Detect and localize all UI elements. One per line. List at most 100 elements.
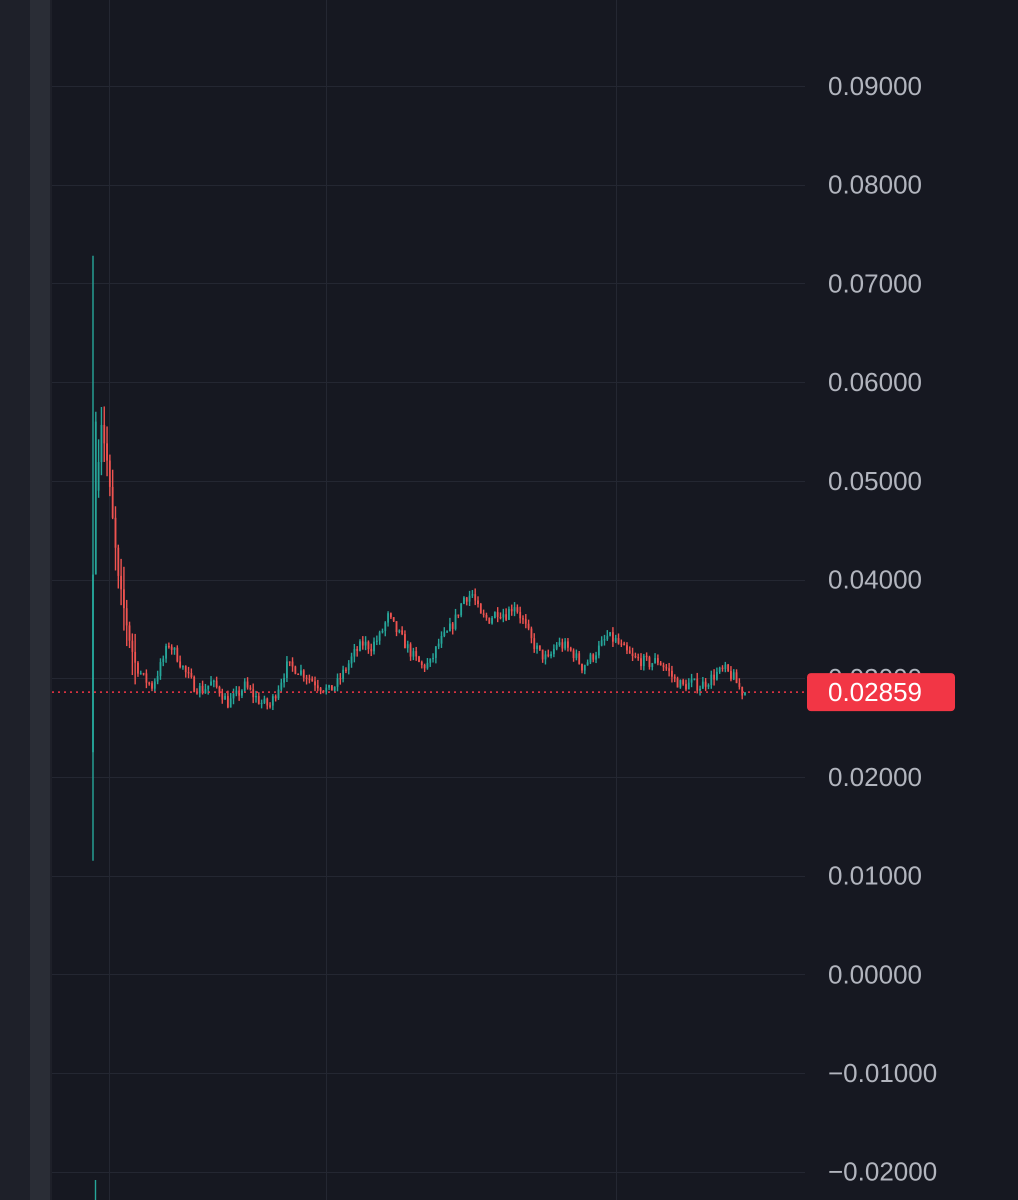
candle-body-72 bbox=[294, 666, 297, 674]
candle-body-93 bbox=[353, 648, 356, 657]
candle-body-78 bbox=[311, 678, 314, 682]
candle-200 bbox=[654, 653, 656, 664]
candle-body-76 bbox=[305, 677, 308, 679]
candle-body-25 bbox=[162, 658, 165, 663]
candle-173 bbox=[578, 651, 581, 665]
candle-body-149 bbox=[510, 609, 513, 612]
candle-body-191 bbox=[628, 650, 631, 654]
candle-180 bbox=[597, 640, 600, 659]
candle-body-217 bbox=[701, 681, 704, 689]
candle-body-112 bbox=[406, 644, 409, 649]
candle-body-183 bbox=[606, 635, 609, 640]
candle-body-165 bbox=[555, 645, 558, 649]
candle-body-200 bbox=[654, 658, 656, 664]
candle-body-223 bbox=[718, 667, 721, 672]
candle-142 bbox=[491, 616, 493, 625]
candle-body-188 bbox=[620, 643, 623, 645]
candle-204 bbox=[665, 664, 668, 671]
candle-160 bbox=[541, 649, 544, 663]
candle-85 bbox=[330, 685, 333, 691]
candle-62 bbox=[266, 697, 269, 710]
candle-body-201 bbox=[656, 658, 659, 663]
candle-body-110 bbox=[401, 630, 404, 635]
candle-body-55 bbox=[246, 681, 249, 688]
candle-body-199 bbox=[651, 663, 654, 667]
y-tick-label-5: 0.04000 bbox=[828, 565, 922, 595]
candle-body-46 bbox=[221, 693, 224, 700]
candle-122 bbox=[434, 646, 437, 664]
candle-body-87 bbox=[336, 678, 339, 687]
candle-body-192 bbox=[631, 653, 634, 657]
candle-51 bbox=[235, 686, 238, 697]
candle-49 bbox=[229, 693, 232, 708]
candle-71 bbox=[291, 657, 294, 672]
candle-190 bbox=[626, 642, 628, 655]
candle-205 bbox=[668, 662, 671, 677]
candle-201 bbox=[656, 654, 659, 666]
left-toolbar-scrollbar[interactable] bbox=[30, 0, 50, 1200]
candle-130 bbox=[457, 614, 460, 619]
candle-174 bbox=[581, 663, 583, 674]
candle-12 bbox=[125, 599, 128, 647]
candle-body-41 bbox=[207, 685, 210, 690]
candle-63 bbox=[269, 702, 271, 709]
candle-body-182 bbox=[603, 639, 606, 641]
y-tick-label-8: 0.01000 bbox=[828, 861, 922, 891]
candle-34 bbox=[187, 666, 190, 679]
candle-body-60 bbox=[260, 702, 263, 705]
candle-114 bbox=[412, 647, 415, 661]
left-toolbar-strip bbox=[0, 0, 52, 1200]
candle-body-170 bbox=[569, 647, 572, 651]
candle-body-24 bbox=[159, 662, 162, 677]
candle-92 bbox=[350, 652, 353, 668]
candle-body-64 bbox=[271, 696, 274, 706]
candle-138 bbox=[479, 602, 482, 614]
candle-body-47 bbox=[224, 696, 226, 700]
candle-215 bbox=[696, 672, 699, 694]
last-price-tag: 0.02859 bbox=[807, 673, 955, 712]
candle-body-143 bbox=[493, 612, 496, 619]
candle-body-98 bbox=[367, 641, 370, 650]
candle-35 bbox=[190, 668, 193, 679]
candle-body-61 bbox=[263, 698, 266, 703]
candle-193 bbox=[634, 652, 637, 659]
candle-body-128 bbox=[451, 623, 454, 629]
candle-191 bbox=[628, 646, 631, 654]
candle-body-203 bbox=[662, 665, 665, 668]
candle-body-63 bbox=[269, 705, 271, 707]
candle-body-114 bbox=[412, 651, 415, 657]
candle-body-137 bbox=[477, 600, 479, 604]
chart-grid bbox=[52, 0, 805, 1200]
candle-197 bbox=[645, 652, 648, 661]
candle-84 bbox=[328, 684, 330, 691]
candle-4 bbox=[103, 406, 106, 462]
candle-body-172 bbox=[575, 653, 578, 659]
candle-221 bbox=[713, 669, 715, 686]
candle-body-116 bbox=[418, 656, 420, 662]
candle-body-58 bbox=[255, 696, 257, 698]
candle-body-48 bbox=[226, 696, 229, 708]
candle-body-109 bbox=[398, 630, 401, 633]
candle-body-197 bbox=[645, 655, 648, 658]
candle-body-108 bbox=[395, 621, 398, 633]
candle-154 bbox=[524, 614, 527, 629]
candle-41 bbox=[207, 685, 210, 695]
candle-body-115 bbox=[415, 651, 418, 657]
candle-222 bbox=[715, 667, 718, 681]
candle-18 bbox=[142, 672, 145, 676]
price-axis[interactable]: 0.09000 0.08000 0.07000 0.06000 0.05000 0.040… bbox=[828, 71, 937, 1187]
candle-29 bbox=[173, 647, 176, 655]
candle-149 bbox=[510, 604, 513, 616]
candle-body-4 bbox=[103, 425, 106, 444]
candle-body-81 bbox=[319, 688, 322, 691]
candle-64 bbox=[271, 694, 274, 711]
candle-body-3 bbox=[100, 425, 103, 463]
candle-22 bbox=[153, 678, 156, 693]
candle-body-38 bbox=[198, 685, 201, 694]
candle-135 bbox=[471, 590, 474, 598]
candle-body-178 bbox=[592, 654, 595, 660]
candle-43 bbox=[212, 679, 215, 688]
candle-89 bbox=[342, 665, 345, 683]
candle-body-224 bbox=[721, 667, 724, 669]
